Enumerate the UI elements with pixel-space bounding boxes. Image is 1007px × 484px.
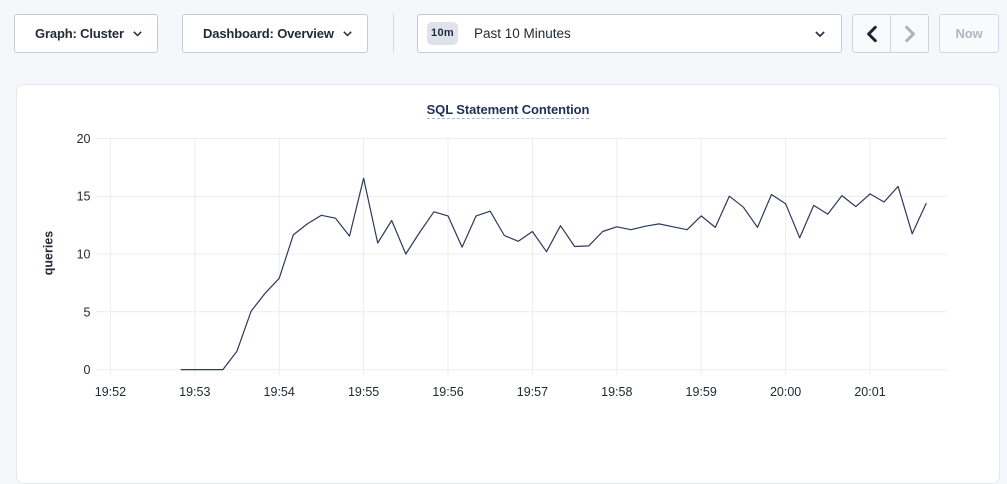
svg-text:19:58: 19:58 — [601, 385, 632, 399]
svg-text:15: 15 — [77, 190, 91, 204]
svg-text:19:52: 19:52 — [95, 385, 126, 399]
svg-text:20:01: 20:01 — [854, 385, 885, 399]
svg-text:19:57: 19:57 — [517, 385, 548, 399]
svg-text:5: 5 — [84, 305, 91, 319]
svg-text:20: 20 — [77, 132, 91, 146]
svg-text:queries: queries — [42, 231, 56, 276]
svg-text:19:53: 19:53 — [179, 385, 210, 399]
svg-text:20:00: 20:00 — [770, 385, 801, 399]
svg-text:19:54: 19:54 — [264, 385, 295, 399]
svg-text:19:56: 19:56 — [432, 385, 463, 399]
svg-text:19:55: 19:55 — [348, 385, 379, 399]
svg-text:19:59: 19:59 — [686, 385, 717, 399]
svg-text:0: 0 — [84, 363, 91, 377]
svg-text:10: 10 — [77, 248, 91, 262]
